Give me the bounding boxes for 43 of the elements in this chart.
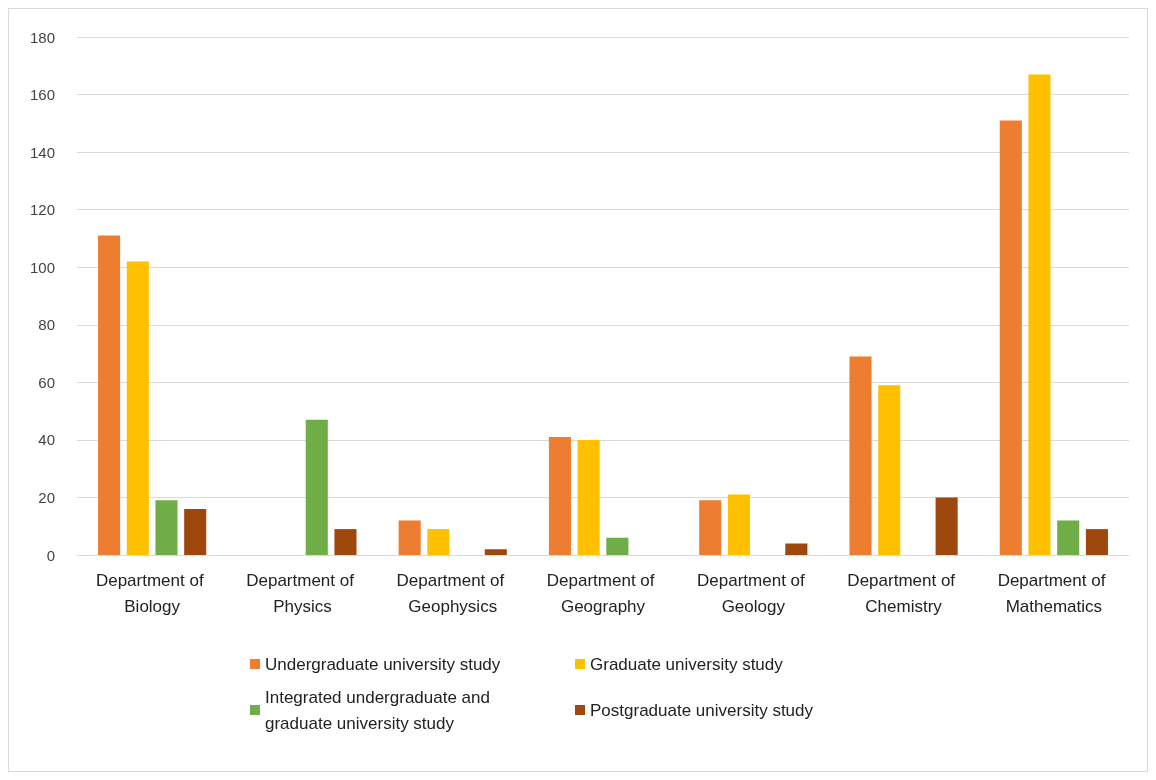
legend-label: Graduate university study bbox=[590, 654, 784, 674]
y-tick-label: 120 bbox=[29, 201, 55, 219]
x-tick-label: Department of Geophysics bbox=[396, 570, 509, 616]
bar bbox=[577, 439, 600, 555]
x-tick-label: Department of Chemistry bbox=[847, 570, 960, 616]
bar bbox=[98, 235, 121, 555]
bar bbox=[849, 356, 872, 555]
y-tick-label: 160 bbox=[29, 86, 55, 104]
y-tick-label: 100 bbox=[29, 258, 55, 276]
y-tick-label: 0 bbox=[46, 546, 55, 564]
y-tick-label: 40 bbox=[38, 431, 55, 449]
x-tick-label: Department of Geography bbox=[546, 570, 660, 616]
bar bbox=[699, 500, 722, 555]
bar bbox=[398, 520, 421, 555]
bar bbox=[427, 529, 450, 555]
bar bbox=[184, 508, 207, 555]
bar bbox=[606, 537, 629, 555]
bar bbox=[1057, 520, 1080, 555]
legend-label: Integrated undergraduate and graduate university study bbox=[265, 687, 495, 733]
bar bbox=[727, 494, 750, 555]
bar bbox=[1085, 529, 1108, 555]
y-tick-label: 60 bbox=[38, 373, 55, 391]
x-tick-label: Department of Geology bbox=[697, 570, 810, 616]
bar bbox=[155, 500, 178, 555]
y-tick-label: 180 bbox=[29, 28, 55, 46]
y-tick-label: 20 bbox=[38, 488, 55, 506]
bar bbox=[548, 437, 571, 555]
legend-label: Postgraduate university study bbox=[590, 700, 814, 720]
x-tick-label: Department of Biology bbox=[95, 570, 209, 616]
bar bbox=[334, 529, 357, 555]
bar bbox=[305, 419, 328, 555]
bar bbox=[878, 385, 901, 555]
bar bbox=[1028, 74, 1051, 555]
x-tick-label: Department of Physics bbox=[246, 570, 359, 616]
bar bbox=[935, 497, 958, 555]
legend-label: Undergraduate university study bbox=[265, 654, 501, 674]
y-tick-label: 140 bbox=[29, 143, 55, 161]
x-tick-label: Department of Mathematics bbox=[997, 570, 1111, 616]
bar bbox=[484, 549, 507, 555]
bar bbox=[785, 543, 808, 555]
y-tick-label: 80 bbox=[38, 316, 55, 334]
bar bbox=[126, 261, 149, 555]
bar bbox=[999, 120, 1022, 555]
